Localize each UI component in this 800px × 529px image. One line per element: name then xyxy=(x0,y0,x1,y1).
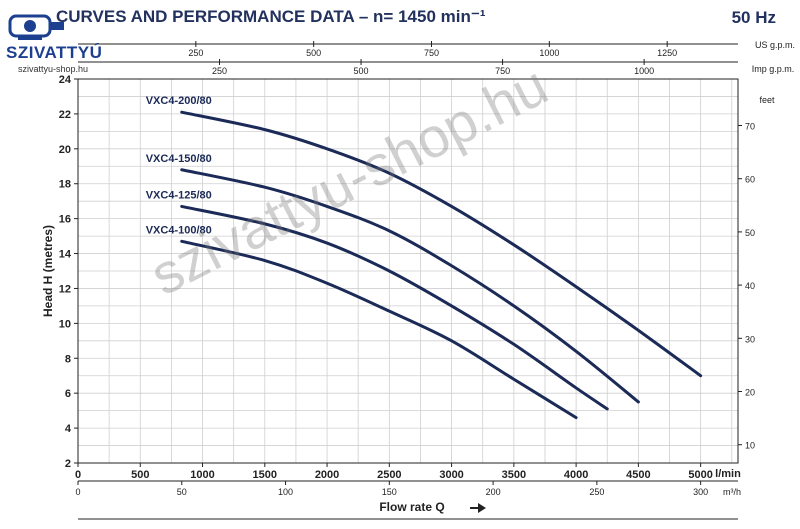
y-tick-label: 4 xyxy=(65,423,72,435)
y-tick-label: 14 xyxy=(59,249,72,261)
series-label: VXC4-125/80 xyxy=(146,189,212,201)
y-axis-title: Head H (metres) xyxy=(41,225,55,317)
x-tick-label: 2000 xyxy=(315,469,339,481)
page-title: CURVES AND PERFORMANCE DATA – n= 1450 mi… xyxy=(56,7,486,26)
x-tick-label: 3500 xyxy=(502,469,526,481)
us-gpm-tick-label: 1250 xyxy=(657,48,677,58)
y-tick-label: 18 xyxy=(59,179,71,191)
m3h-tick-label: 300 xyxy=(693,487,708,497)
pump-logo-icon xyxy=(8,14,64,40)
y-tick-label: 6 xyxy=(65,388,71,400)
series-label: VXC4-200/80 xyxy=(146,95,212,107)
m3h-tick-label: 200 xyxy=(486,487,501,497)
x-axis-title: Flow rate Q xyxy=(379,500,444,514)
frequency-label: 50 Hz xyxy=(731,8,776,27)
curve-vxc4-125-80 xyxy=(180,204,609,411)
m3h-tick-label: 250 xyxy=(589,487,604,497)
feet-tick-label: 40 xyxy=(745,281,755,291)
y-tick-label: 16 xyxy=(59,214,71,226)
y-tick-label: 12 xyxy=(59,283,71,295)
x-tick-label: 1500 xyxy=(253,469,277,481)
curve-vxc4-150-80 xyxy=(180,168,640,404)
feet-tick-label: 70 xyxy=(745,121,755,131)
m3h-tick-label: 100 xyxy=(278,487,293,497)
us-gpm-tick-label: 500 xyxy=(306,48,321,58)
company-logo xyxy=(4,6,124,66)
imp-gpm-tick-label: 1000 xyxy=(634,66,654,76)
series-label: VXC4-150/80 xyxy=(146,153,212,165)
us-gpm-unit-label: US g.p.m. xyxy=(755,40,795,50)
us-gpm-tick-label: 1000 xyxy=(539,48,559,58)
x-tick-label: 4000 xyxy=(564,469,588,481)
chart-curves xyxy=(180,110,703,420)
plot-frame xyxy=(77,78,739,464)
imp-gpm-unit-label: Imp g.p.m. xyxy=(752,64,795,74)
x-tick-label: 1000 xyxy=(190,469,214,481)
m3h-tick-label: 150 xyxy=(382,487,397,497)
y-tick-label: 22 xyxy=(59,109,71,121)
imp-gpm-tick-label: 250 xyxy=(212,66,227,76)
curve-vxc4-200-80 xyxy=(180,110,703,378)
y-tick-label: 8 xyxy=(65,353,71,365)
x-unit-label: l/min xyxy=(715,468,741,480)
m3h-tick-label: 50 xyxy=(177,487,187,497)
x-tick-label: 2500 xyxy=(377,469,401,481)
feet-tick-label: 10 xyxy=(745,441,755,451)
logo-url: szivattyu-shop.hu xyxy=(18,64,89,74)
feet-tick-label: 30 xyxy=(745,334,755,344)
y-tick-label: 2 xyxy=(65,458,71,470)
series-label: VXC4-100/80 xyxy=(146,224,212,236)
x-tick-label: 0 xyxy=(75,469,81,481)
x-tick-label: 5000 xyxy=(688,469,712,481)
m3h-tick-label: 0 xyxy=(75,487,80,497)
x-axis-arrow-icon xyxy=(470,503,486,513)
y-tick-label: 10 xyxy=(59,318,71,330)
feet-tick-label: 50 xyxy=(745,228,755,238)
chart-grid xyxy=(78,79,738,463)
x-tick-label: 3000 xyxy=(439,469,463,481)
curve-vxc4-100-80 xyxy=(180,239,578,420)
feet-unit-label: feet xyxy=(759,95,775,105)
y-tick-label: 20 xyxy=(59,144,71,156)
chart-axes xyxy=(77,43,739,520)
imp-gpm-tick-label: 750 xyxy=(495,66,510,76)
feet-tick-label: 20 xyxy=(745,388,755,398)
x-tick-label: 4500 xyxy=(626,469,650,481)
us-gpm-tick-label: 250 xyxy=(188,48,203,58)
us-gpm-tick-label: 750 xyxy=(424,48,439,58)
chart-labels: Head H (metres) Flow rate Q VXC4-200/80 VXC… xyxy=(41,95,486,514)
y-tick-label: 24 xyxy=(59,74,72,86)
imp-gpm-tick-label: 500 xyxy=(354,66,369,76)
feet-tick-label: 60 xyxy=(745,175,755,185)
x-tick-label: 500 xyxy=(131,469,149,481)
m3h-unit-label: m³/h xyxy=(723,487,741,497)
logo-brand: SZIVATTYÚ xyxy=(6,43,103,62)
